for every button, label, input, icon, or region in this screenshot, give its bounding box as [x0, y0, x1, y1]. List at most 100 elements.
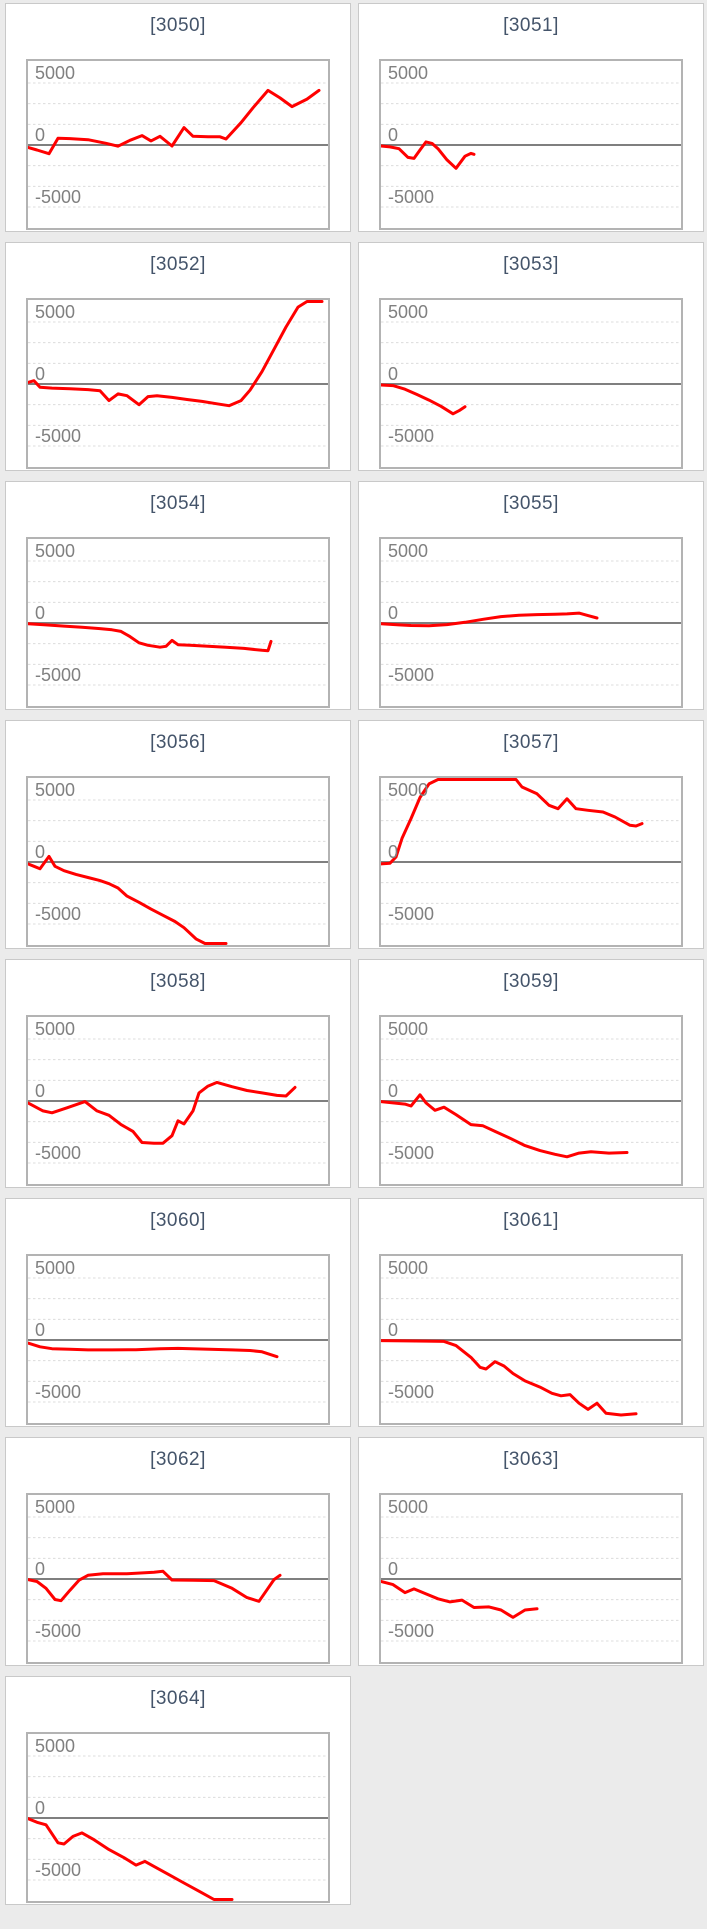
chart-frame: 5000 0 -5000 — [26, 1254, 330, 1425]
series-line — [381, 1339, 638, 1417]
y-axis-label: -5000 — [388, 1143, 434, 1163]
y-axis-label: -5000 — [35, 1621, 81, 1641]
slump-chart: 5000 0 -5000 — [28, 1019, 328, 1164]
machine-card: [3055] 5000 0 -5000 — [358, 481, 704, 710]
chart-frame: 5000 0 -5000 — [26, 298, 330, 469]
machine-card: [3060] 5000 0 -5000 — [5, 1198, 351, 1427]
y-axis-label: -5000 — [388, 665, 434, 685]
chart-frame: 5000 0 -5000 — [379, 298, 683, 469]
y-axis-label: 5000 — [388, 780, 428, 800]
machine-card: [3050] 5000 0 -5000 — [5, 3, 351, 232]
machine-card: [3061] 5000 0 -5000 — [358, 1198, 704, 1427]
machine-title: [3062] — [150, 1449, 206, 1470]
slump-chart: 5000 0 -5000 — [28, 63, 328, 208]
series-line — [28, 300, 324, 408]
machine-title: [3053] — [503, 254, 559, 275]
slump-chart: 5000 0 -5000 — [381, 302, 681, 447]
y-axis-label: 0 — [388, 364, 398, 384]
y-axis-label: 5000 — [35, 1019, 75, 1039]
chart-frame: 5000 0 -5000 — [26, 537, 330, 708]
y-axis-label: 5000 — [388, 63, 428, 83]
chart-frame: 5000 0 -5000 — [379, 1493, 683, 1664]
y-axis-label: -5000 — [35, 1382, 81, 1402]
y-axis-label: 0 — [388, 125, 398, 145]
machine-title: [3050] — [150, 15, 206, 36]
machine-title: [3052] — [150, 254, 206, 275]
slump-chart: 5000 0 -5000 — [28, 1497, 328, 1642]
y-axis-label: 5000 — [35, 780, 75, 800]
y-axis-label: 0 — [35, 842, 45, 862]
series-line — [28, 1080, 297, 1145]
chart-frame: 5000 0 -5000 — [26, 1493, 330, 1664]
y-axis-label: 5000 — [388, 1258, 428, 1278]
y-axis-label: -5000 — [35, 1143, 81, 1163]
machine-title: [3056] — [150, 732, 206, 753]
series-line — [28, 622, 273, 653]
machine-title: [3057] — [503, 732, 559, 753]
chart-frame: 5000 0 -5000 — [379, 59, 683, 230]
series-line — [28, 1341, 279, 1359]
y-axis-label: -5000 — [35, 904, 81, 924]
y-axis-label: -5000 — [388, 1621, 434, 1641]
series-line — [28, 1817, 234, 1901]
machine-card: [3054] 5000 0 -5000 — [5, 481, 351, 710]
chart-frame: 5000 0 -5000 — [379, 1015, 683, 1186]
y-axis-label: 0 — [35, 1798, 45, 1818]
y-axis-label: -5000 — [35, 1860, 81, 1880]
y-axis-label: 5000 — [35, 1258, 75, 1278]
y-axis-label: 5000 — [388, 1019, 428, 1039]
y-axis-label: 5000 — [35, 302, 75, 322]
y-axis-label: 0 — [388, 603, 398, 623]
machine-card: [3051] 5000 0 -5000 — [358, 3, 704, 232]
machine-title: [3051] — [503, 15, 559, 36]
y-axis-label: -5000 — [388, 426, 434, 446]
y-axis-label: -5000 — [388, 904, 434, 924]
slump-chart: 5000 0 -5000 — [28, 1258, 328, 1403]
machine-title: [3060] — [150, 1210, 206, 1231]
chart-frame: 5000 0 -5000 — [379, 1254, 683, 1425]
y-axis-label: 5000 — [35, 63, 75, 83]
machine-card: [3058] 5000 0 -5000 — [5, 959, 351, 1188]
chart-frame: 5000 0 -5000 — [26, 1015, 330, 1186]
series-line — [381, 778, 644, 866]
series-line — [28, 854, 228, 945]
y-axis-label: -5000 — [35, 426, 81, 446]
machine-card: [3063] 5000 0 -5000 — [358, 1437, 704, 1666]
machine-title: [3063] — [503, 1449, 559, 1470]
machine-card: [3062] 5000 0 -5000 — [5, 1437, 351, 1666]
y-axis-label: 0 — [388, 1081, 398, 1101]
y-axis-label: 5000 — [35, 1736, 75, 1756]
y-axis-label: 0 — [35, 125, 45, 145]
slump-chart: 5000 0 -5000 — [381, 541, 681, 686]
y-axis-label: -5000 — [35, 665, 81, 685]
y-axis-label: 0 — [388, 1559, 398, 1579]
slump-chart: 5000 0 -5000 — [381, 778, 681, 925]
series-line — [381, 1093, 629, 1159]
slump-chart: 5000 0 -5000 — [381, 63, 681, 208]
y-axis-label: -5000 — [388, 187, 434, 207]
machine-card: [3059] 5000 0 -5000 — [358, 959, 704, 1188]
series-line — [28, 1569, 282, 1603]
slump-chart: 5000 0 -5000 — [381, 1258, 681, 1417]
chart-frame: 5000 0 -5000 — [26, 59, 330, 230]
machine-card: [3052] 5000 0 -5000 — [5, 242, 351, 471]
series-line — [381, 140, 476, 170]
y-axis-label: 5000 — [388, 302, 428, 322]
y-axis-label: 0 — [35, 1320, 45, 1340]
series-line — [381, 611, 599, 628]
machine-title: [3054] — [150, 493, 206, 514]
machine-title: [3064] — [150, 1688, 206, 1709]
y-axis-label: -5000 — [388, 1382, 434, 1402]
y-axis-label: 0 — [35, 364, 45, 384]
machine-card: [3056] 5000 0 -5000 — [5, 720, 351, 949]
y-axis-label: 5000 — [388, 541, 428, 561]
machine-card: [3053] 5000 0 -5000 — [358, 242, 704, 471]
machine-card: [3064] 5000 0 -5000 — [5, 1676, 351, 1905]
chart-frame: 5000 0 -5000 — [379, 776, 683, 947]
y-axis-label: 5000 — [35, 541, 75, 561]
series-line — [381, 383, 467, 416]
machine-card: [3057] 5000 0 -5000 — [358, 720, 704, 949]
series-line — [381, 1580, 539, 1619]
machine-title: [3058] — [150, 971, 206, 992]
y-axis-label: 0 — [388, 842, 398, 862]
